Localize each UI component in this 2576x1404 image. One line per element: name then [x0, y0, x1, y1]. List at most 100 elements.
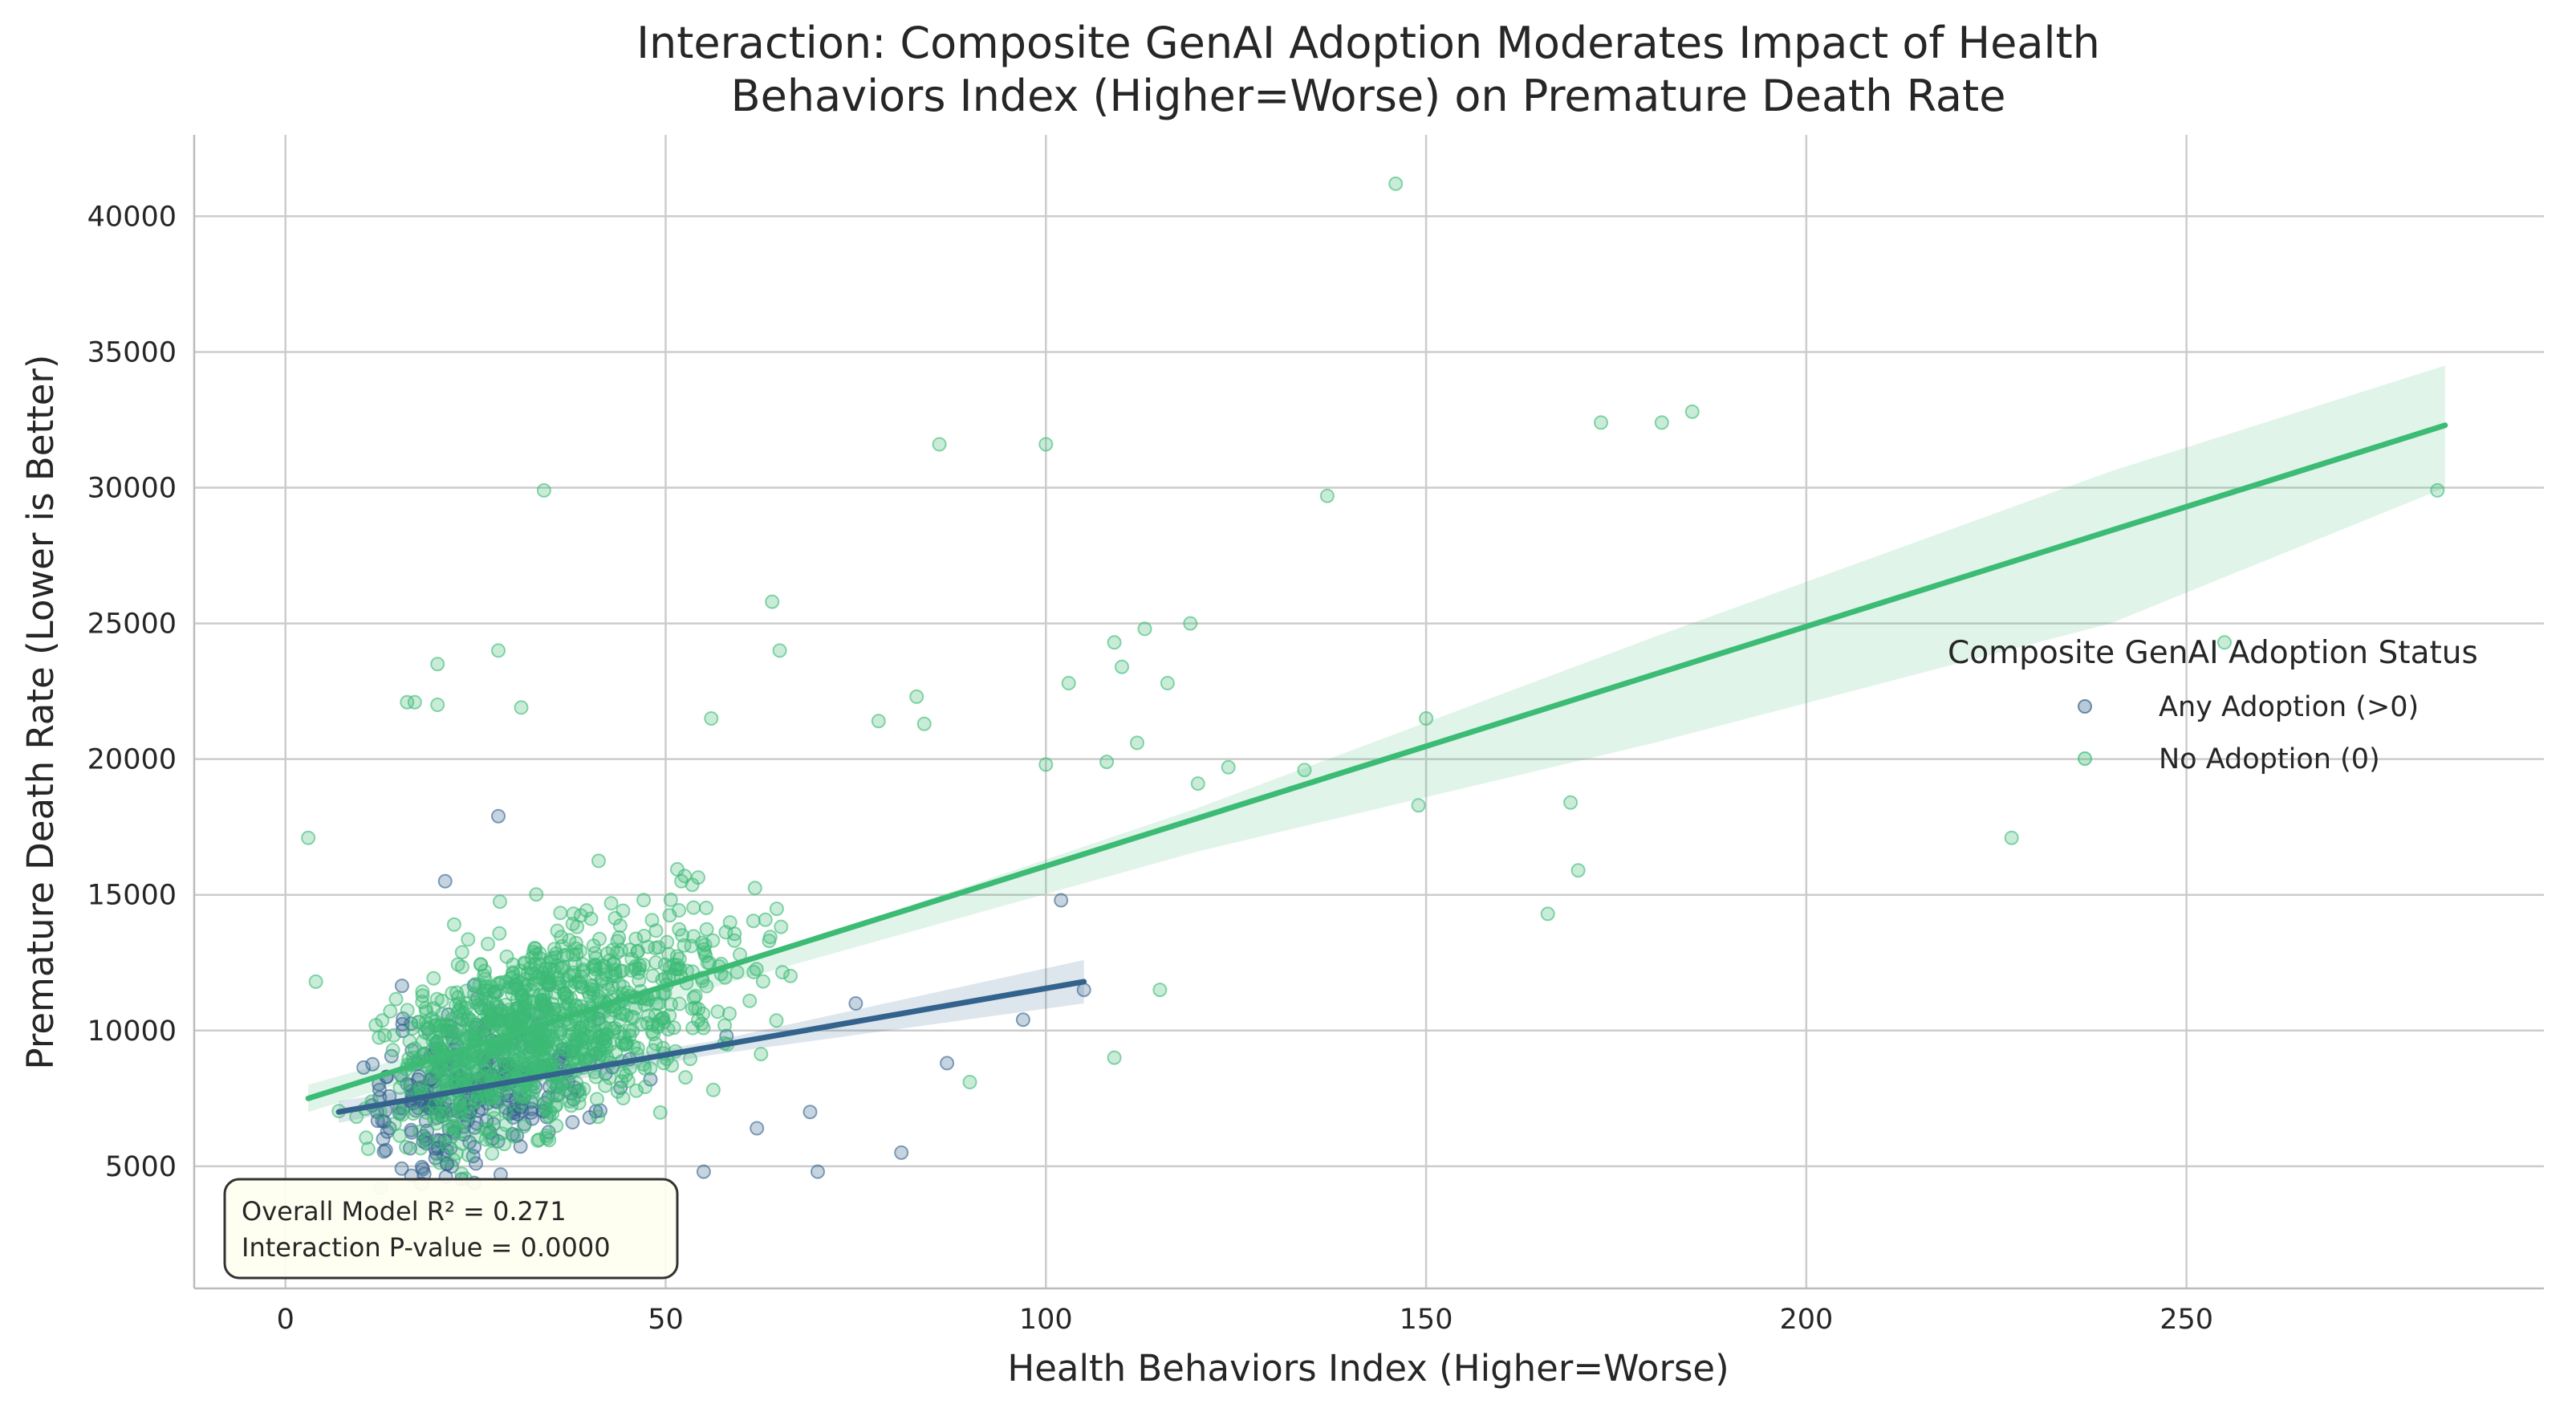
- data-point: [1038, 757, 1054, 772]
- y-tick-label-20000: 20000: [87, 744, 177, 776]
- data-point: [611, 976, 627, 991]
- data-point: [746, 914, 761, 929]
- data-point: [772, 643, 787, 658]
- legend-marker-any-adoption: [2078, 699, 2092, 714]
- data-point: [765, 594, 780, 609]
- data-point: [568, 941, 583, 956]
- data-point: [1015, 1012, 1030, 1028]
- data-point: [572, 1088, 587, 1103]
- data-point: [415, 984, 430, 999]
- data-point: [583, 911, 599, 926]
- data-point: [592, 931, 607, 946]
- data-point: [377, 1028, 392, 1043]
- chart-title-line-2: Behaviors Index (Higher=Worse) on Premat…: [731, 71, 2006, 121]
- data-point: [477, 963, 492, 979]
- regression-line-1: [305, 422, 2448, 1101]
- data-point: [775, 965, 790, 980]
- data-point: [426, 971, 441, 986]
- data-point: [564, 1027, 579, 1042]
- data-point: [383, 1003, 398, 1019]
- data-point: [1061, 676, 1076, 690]
- data-point: [449, 1022, 465, 1037]
- data-point: [678, 1070, 693, 1085]
- data-point: [592, 1042, 607, 1057]
- data-point: [579, 903, 594, 918]
- y-tick-label-30000: 30000: [87, 473, 177, 505]
- data-point: [871, 714, 886, 729]
- data-point: [1038, 437, 1054, 452]
- data-point: [506, 1129, 522, 1144]
- data-point: [699, 922, 714, 937]
- data-point: [722, 915, 737, 930]
- data-point: [556, 948, 571, 963]
- data-point: [1130, 735, 1144, 751]
- data-point: [620, 1036, 635, 1051]
- data-point: [598, 1078, 613, 1093]
- data-point: [663, 892, 678, 907]
- data-point: [368, 1018, 384, 1033]
- data-point: [416, 1162, 430, 1177]
- data-point: [685, 1001, 700, 1016]
- data-point: [549, 1118, 564, 1133]
- data-point: [570, 919, 585, 934]
- regression-line-0: [335, 979, 1087, 1115]
- data-point: [553, 905, 568, 921]
- data-point: [387, 1117, 402, 1132]
- data-point: [433, 1155, 448, 1170]
- legend-title: Composite GenAI Adoption Status: [1948, 635, 2478, 671]
- data-point: [498, 1105, 514, 1119]
- data-point: [2217, 635, 2232, 650]
- data-point: [1540, 906, 1555, 922]
- data-point: [407, 694, 422, 710]
- data-point: [454, 945, 469, 960]
- data-point: [543, 954, 559, 969]
- data-point: [446, 1029, 461, 1044]
- data-point: [1319, 488, 1335, 503]
- data-point: [491, 643, 506, 658]
- data-point: [513, 1139, 528, 1154]
- data-point: [2004, 830, 2019, 845]
- data-point: [360, 1142, 376, 1157]
- data-point: [710, 1004, 725, 1019]
- data-point: [603, 896, 619, 911]
- data-point: [484, 1069, 499, 1085]
- x-tick-label-250: 250: [2160, 1304, 2213, 1336]
- data-point: [550, 1023, 564, 1039]
- data-point: [503, 971, 518, 987]
- data-point: [476, 1049, 491, 1064]
- data-point: [684, 938, 699, 954]
- data-point: [481, 936, 495, 951]
- data-point: [550, 971, 565, 986]
- data-point: [510, 1059, 526, 1074]
- y-tick-label-35000: 35000: [87, 336, 177, 368]
- data-point: [356, 1060, 372, 1075]
- data-point: [558, 1082, 573, 1097]
- x-tick-label-100: 100: [1019, 1304, 1073, 1336]
- data-point: [705, 1082, 721, 1097]
- data-point: [575, 964, 591, 979]
- data-point: [396, 1011, 411, 1026]
- data-point: [461, 1108, 477, 1123]
- data-point: [932, 437, 947, 452]
- data-point: [498, 1117, 514, 1133]
- data-point: [565, 1115, 580, 1129]
- data-point: [413, 1141, 429, 1156]
- data-point: [559, 1042, 574, 1057]
- data-point: [686, 900, 701, 915]
- data-point: [940, 1056, 955, 1071]
- fit-lines: [305, 422, 2448, 1115]
- data-point: [530, 964, 545, 979]
- data-point: [1388, 176, 1404, 191]
- data-point: [530, 1133, 546, 1148]
- data-point: [385, 1043, 400, 1058]
- y-tick-label-15000: 15000: [87, 880, 177, 912]
- data-point: [529, 887, 544, 902]
- data-point: [449, 1146, 464, 1161]
- tick-labels: 0 50 100 150 200 250 5000 10000 15000 20000 25000 3…: [87, 201, 2213, 1336]
- data-point: [522, 1044, 537, 1059]
- legend-label-any-adoption: Any Adoption (>0): [2159, 691, 2419, 723]
- data-point: [685, 877, 700, 893]
- data-point: [549, 1097, 564, 1113]
- data-point: [699, 901, 713, 915]
